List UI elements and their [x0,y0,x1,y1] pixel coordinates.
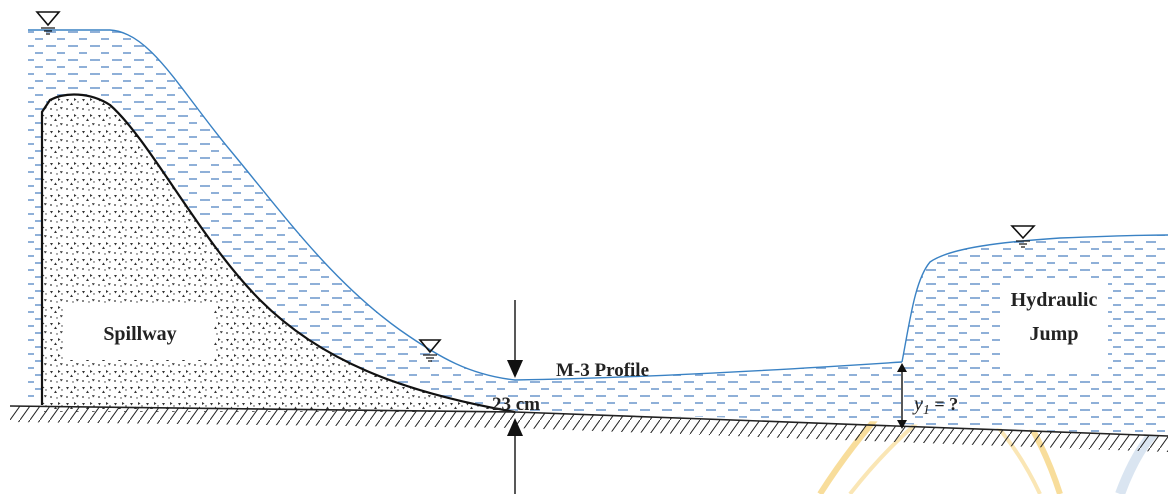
depth-label: 23 cm [492,394,540,415]
upstream-water-surface [28,29,903,381]
y1-label: y1 = ? [912,393,958,418]
spillway-label-bg [66,306,214,360]
water-surface-triangle-icon [1010,225,1036,248]
jump-label-bg [1000,280,1108,372]
spillway-label: Spillway [103,323,176,345]
hydraulic-jump-label-line2: Jump [1030,323,1079,345]
m3-profile-label: M-3 Profile [556,360,649,381]
y1-dimension-arrow [897,363,907,429]
m3-profile-water [515,362,902,422]
spillway-outline [40,93,516,414]
y1-question: = ? [930,394,958,414]
depth-arrows [507,300,523,494]
y1-subscript: 1 [923,403,930,418]
water-surface-triangle-icon [35,11,61,35]
y1-symbol: y [912,393,923,415]
upstream-water-body [28,30,515,410]
jump-water-surface [901,234,1168,363]
channel-bed [9,405,1168,452]
hydraulic-jump-label-line1: Hydraulic [1011,289,1098,311]
water-surface-triangle-icon [418,339,442,362]
